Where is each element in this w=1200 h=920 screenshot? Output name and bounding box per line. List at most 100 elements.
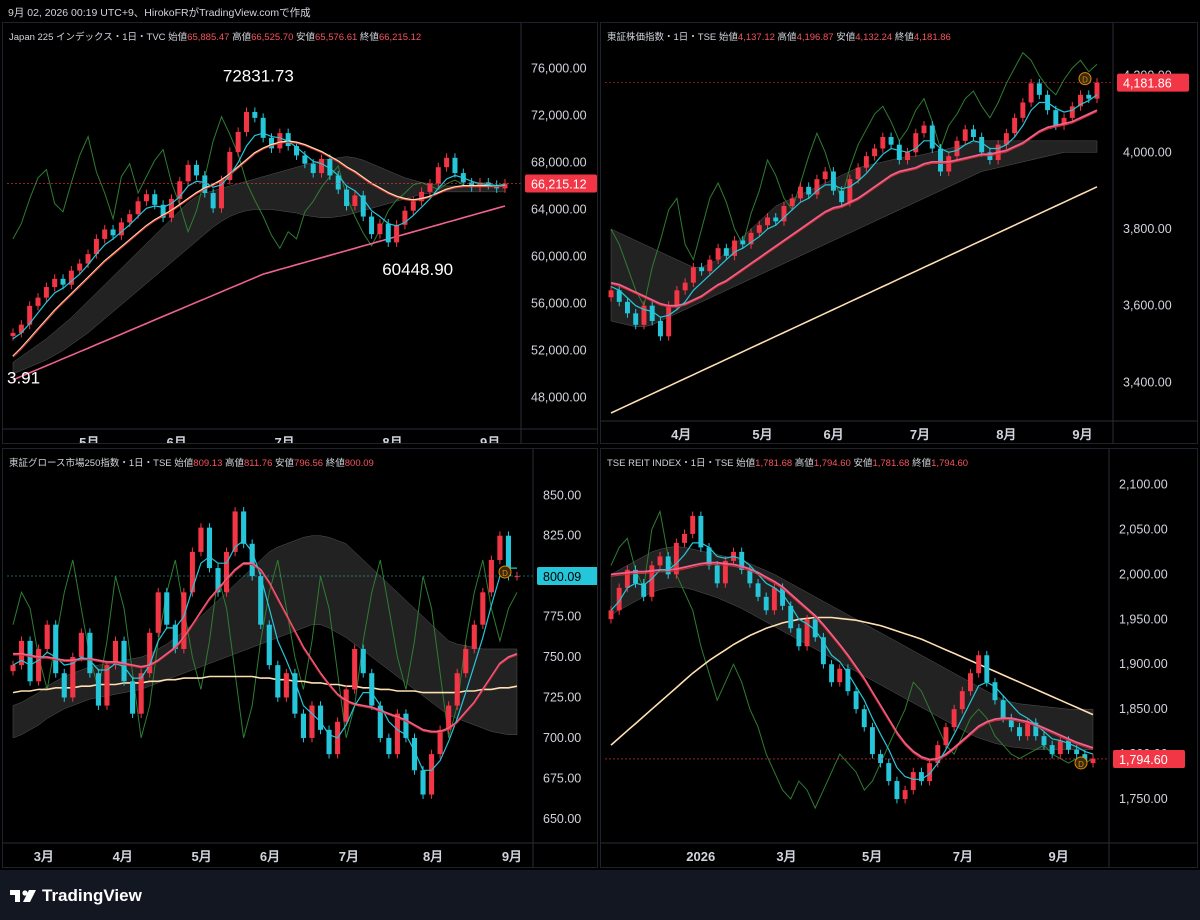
- candle: [155, 592, 161, 633]
- dividend-marker-icon: [1078, 72, 1092, 86]
- candle: [319, 158, 325, 174]
- mid-ma-line: [610, 109, 1098, 307]
- plot-area: [7, 507, 533, 799]
- footer-bar: TradingView: [0, 870, 1200, 920]
- chart-svg-reit: 2,100.00 2,050.00 2,000.00 1,950.00 1,900.00…: [601, 449, 1197, 867]
- chart-panel-topix[interactable]: 4,200.004,000.003,800.003,600.003,400.00…: [600, 22, 1198, 444]
- candle: [938, 148, 943, 172]
- y-tick-label: 2,050.00: [1119, 522, 1168, 536]
- candle: [1000, 700, 1006, 719]
- candle: [641, 305, 647, 325]
- candle: [714, 565, 720, 584]
- legend-close-label: 終値: [912, 458, 932, 469]
- candle: [723, 248, 729, 256]
- candle: [927, 763, 933, 782]
- candle: [93, 238, 99, 255]
- tradingview-logo[interactable]: TradingView: [10, 886, 142, 906]
- candle: [797, 186, 803, 199]
- candle: [352, 648, 358, 690]
- candle: [52, 278, 58, 288]
- candle: [95, 673, 101, 706]
- candle: [369, 216, 375, 235]
- y-tick-label: 725.00: [543, 690, 581, 704]
- candle: [657, 321, 663, 337]
- chart-panel-growth250[interactable]: 850.00825.00800.00775.00750.00725.00700.…: [2, 448, 598, 868]
- legend-close: 1,794.60: [931, 458, 969, 469]
- candle: [1033, 722, 1039, 737]
- legend-open-label: 始値: [174, 458, 194, 469]
- y-tick-label: 850.00: [543, 488, 581, 502]
- x-tick-label: 4月: [671, 427, 691, 442]
- candle: [266, 624, 272, 666]
- last-price-label: 66,215.12: [531, 177, 587, 191]
- y-tick-label: 52,000.00: [531, 344, 587, 358]
- chart-panel-reit[interactable]: 2,100.00 2,050.00 2,000.00 1,950.00 1,900.00…: [600, 448, 1198, 868]
- chart-panel-nikkei[interactable]: 76,000.00 72,000.00 68,000.00 64,000.00 60,0…: [2, 22, 598, 444]
- candle: [36, 648, 42, 682]
- candle: [1017, 727, 1022, 737]
- candle: [888, 137, 894, 145]
- candle: [53, 624, 59, 674]
- legend-low: 4,132.24: [855, 32, 893, 43]
- candle: [649, 305, 655, 321]
- x-tick-label: 7月: [339, 849, 359, 864]
- candle: [1003, 133, 1009, 145]
- candle: [886, 763, 892, 782]
- candle: [789, 198, 795, 206]
- candle: [160, 204, 166, 218]
- candle: [839, 190, 845, 203]
- candle: [104, 665, 110, 706]
- candle: [666, 305, 672, 337]
- candle: [497, 535, 503, 560]
- x-tick-label: 7月: [910, 427, 930, 442]
- candle: [121, 640, 127, 682]
- candle: [732, 240, 738, 256]
- candle: [77, 263, 83, 271]
- candle: [87, 632, 93, 674]
- last-price-badge: [525, 174, 597, 193]
- candle: [763, 596, 769, 611]
- candle: [469, 182, 475, 188]
- candle: [918, 772, 924, 782]
- candle: [872, 148, 878, 157]
- candle: [633, 313, 639, 325]
- legend-close-label: 終値: [325, 458, 345, 469]
- legend-title: Japan 225 インデックス・1日・TVC: [9, 32, 166, 43]
- candle: [168, 198, 174, 218]
- candle: [70, 657, 76, 698]
- candle: [130, 681, 136, 714]
- candle: [252, 111, 258, 118]
- candle: [739, 551, 745, 570]
- candle: [419, 191, 425, 202]
- candle: [360, 195, 366, 217]
- legend-close: 800.09: [344, 458, 374, 469]
- x-tick-label: 2026: [686, 849, 715, 864]
- candle: [740, 240, 746, 245]
- candle: [1066, 740, 1071, 750]
- mid-ma-line: [610, 561, 1094, 761]
- last-price-label: 1,794.60: [1119, 753, 1168, 767]
- tradingview-logo-icon: [10, 890, 36, 902]
- candle: [302, 155, 308, 164]
- price-annotation: 60448.90: [382, 260, 453, 279]
- y-tick-label: 825.00: [543, 529, 581, 543]
- legend-close-label: 終値: [894, 32, 914, 43]
- plot-area: [605, 51, 1113, 414]
- candle: [477, 182, 483, 188]
- candle: [855, 167, 861, 180]
- candle: [649, 565, 655, 597]
- candle: [102, 229, 108, 239]
- candle: [452, 157, 458, 174]
- candle: [673, 542, 679, 575]
- y-tick-label: 2,000.00: [1119, 567, 1168, 581]
- candle: [446, 705, 452, 730]
- dividend-marker-icon: [498, 565, 512, 579]
- candle: [227, 151, 233, 181]
- y-tick-label: 1,850.00: [1119, 702, 1168, 716]
- candle: [223, 551, 230, 593]
- legend-low-label: 安値: [836, 32, 856, 43]
- legend-close-label: 終値: [359, 32, 379, 43]
- candle: [427, 183, 433, 192]
- candle: [657, 556, 663, 566]
- y-tick-label: 3,600.00: [1123, 299, 1172, 313]
